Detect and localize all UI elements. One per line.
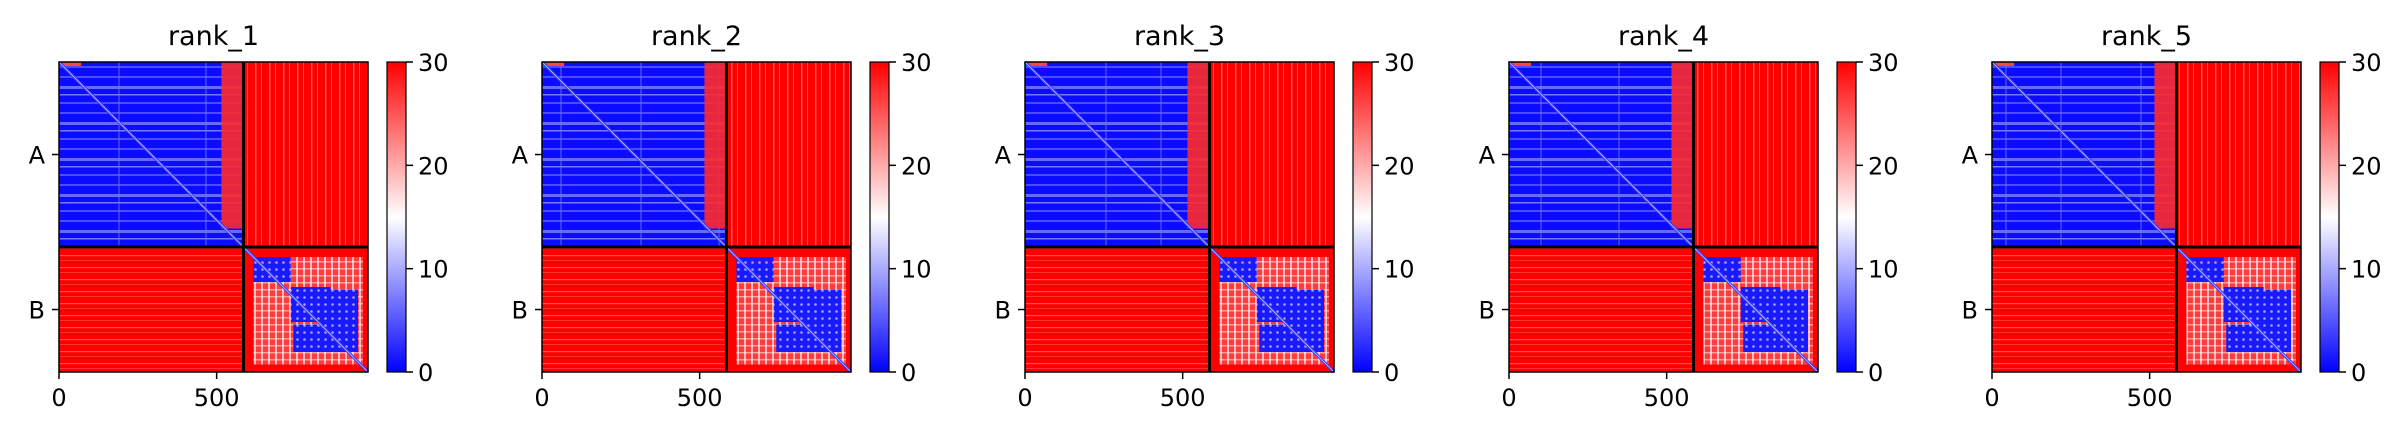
- colorbar-gradient: [1352, 61, 1373, 373]
- colorbar: 0 10 20 30: [869, 49, 932, 387]
- panel-2: rank_2 A B 0 500 0 10 20 30: [512, 21, 932, 412]
- colorbar: 0 10 20 30: [2319, 49, 2382, 387]
- aa-corner-strip: [1025, 62, 1048, 66]
- block-A-B: [726, 62, 851, 248]
- diagonal-highlight: [58, 61, 369, 373]
- colorbar-gradient: [2319, 61, 2340, 373]
- x-tick-label: 0: [1501, 384, 1516, 412]
- aa-edge-band: [1187, 62, 1210, 229]
- colorbar-tick-label: 0: [901, 359, 916, 387]
- y-tick-label: B: [1962, 297, 1978, 325]
- x-tick-label: 0: [1017, 384, 1032, 412]
- heatmap: [1990, 60, 2303, 374]
- aa-corner-strip: [59, 62, 82, 66]
- aa-edge-band: [221, 62, 244, 229]
- aa-corner-strip: [1992, 62, 2015, 66]
- colorbar-tick-label: 10: [1384, 256, 1415, 284]
- colorbar-tick-label: 20: [901, 152, 932, 180]
- aa-edge-band: [2154, 62, 2177, 229]
- colorbar-tick-label: 30: [901, 49, 932, 77]
- x-tick-label: 0: [51, 384, 66, 412]
- diagonal-highlight: [1991, 61, 2302, 373]
- y-tick-label: B: [1479, 297, 1495, 325]
- panel-title: rank_4: [1618, 21, 1709, 52]
- colorbar-gradient: [1836, 61, 1857, 373]
- panel-1: rank_1 A B 0 500 0 10 20 30: [29, 21, 449, 412]
- diagonal-highlight: [1024, 61, 1335, 373]
- x-tick-label: 0: [534, 384, 549, 412]
- axes-frame: [58, 61, 369, 373]
- colorbar-tick-label: 10: [1868, 256, 1899, 284]
- colorbar-gradient: [386, 61, 407, 373]
- aa-corner-strip: [1509, 62, 1532, 66]
- block-B-A: [1025, 247, 1210, 372]
- diagonal-highlight: [541, 61, 852, 373]
- y-tick-label: A: [1479, 142, 1496, 170]
- y-tick-label: A: [1962, 142, 1979, 170]
- panel-3: rank_3 A B 0 500 0 10 20 30: [995, 21, 1415, 412]
- colorbar-tick-label: 0: [1868, 359, 1883, 387]
- block-A-B: [2176, 62, 2301, 248]
- colorbar: 0 10 20 30: [1836, 49, 1899, 387]
- y-tick-label: B: [512, 297, 528, 325]
- block-A-B: [243, 62, 368, 248]
- colorbar: 0 10 20 30: [1352, 49, 1415, 387]
- x-tick-label: 500: [677, 384, 723, 412]
- aa-edge-band: [704, 62, 727, 229]
- panel-title: rank_5: [2101, 21, 2192, 52]
- axes-frame: [541, 61, 852, 373]
- colorbar-tick-label: 10: [901, 256, 932, 284]
- colorbar-tick-label: 10: [418, 256, 449, 284]
- y-tick-label: A: [512, 142, 529, 170]
- axes-frame: [1024, 61, 1335, 373]
- panel-5: rank_5 A B 0 500 0 10 20 30: [1962, 21, 2382, 412]
- axes-frame: [1991, 61, 2302, 373]
- block-B-A: [542, 247, 727, 372]
- block-A-B: [1209, 62, 1334, 248]
- panel-title: rank_3: [1134, 21, 1225, 52]
- colorbar-tick-label: 10: [2351, 256, 2382, 284]
- colorbar-tick-label: 0: [2351, 359, 2366, 387]
- aa-corner-strip: [542, 62, 565, 66]
- colorbar-tick-label: 30: [2351, 49, 2382, 77]
- colorbar-tick-label: 0: [1384, 359, 1399, 387]
- heatmap: [1507, 60, 1820, 374]
- axes-frame: [1508, 61, 1819, 373]
- block-B-A: [1509, 247, 1694, 372]
- x-tick-label: 500: [1160, 384, 1206, 412]
- colorbar-gradient: [869, 61, 890, 373]
- block-B-A: [1992, 247, 2177, 372]
- x-tick-label: 0: [1984, 384, 1999, 412]
- colorbar-tick-label: 30: [418, 49, 449, 77]
- panel-title: rank_2: [651, 21, 742, 52]
- panel-4: rank_4 A B 0 500 0 10 20 30: [1479, 21, 1899, 412]
- y-tick-label: B: [995, 297, 1011, 325]
- heatmap: [1023, 60, 1336, 374]
- colorbar-tick-label: 0: [418, 359, 433, 387]
- heatmap: [540, 60, 853, 374]
- y-tick-label: A: [995, 142, 1012, 170]
- colorbar-tick-label: 20: [1384, 152, 1415, 180]
- x-tick-label: 500: [1644, 384, 1690, 412]
- colorbar-tick-label: 20: [2351, 152, 2382, 180]
- colorbar: 0 10 20 30: [386, 49, 449, 387]
- y-tick-label: A: [29, 142, 46, 170]
- block-A-B: [1693, 62, 1818, 248]
- colorbar-tick-label: 20: [1868, 152, 1899, 180]
- block-B-A: [59, 247, 244, 372]
- y-tick-label: B: [29, 297, 45, 325]
- panel-title: rank_1: [168, 21, 259, 52]
- colorbar-tick-label: 30: [1384, 49, 1415, 77]
- x-tick-label: 500: [2127, 384, 2173, 412]
- colorbar-tick-label: 30: [1868, 49, 1899, 77]
- x-tick-label: 500: [194, 384, 240, 412]
- heatmap: [57, 60, 370, 374]
- aa-edge-band: [1671, 62, 1694, 229]
- colorbar-tick-label: 20: [418, 152, 449, 180]
- diagonal-highlight: [1508, 61, 1819, 373]
